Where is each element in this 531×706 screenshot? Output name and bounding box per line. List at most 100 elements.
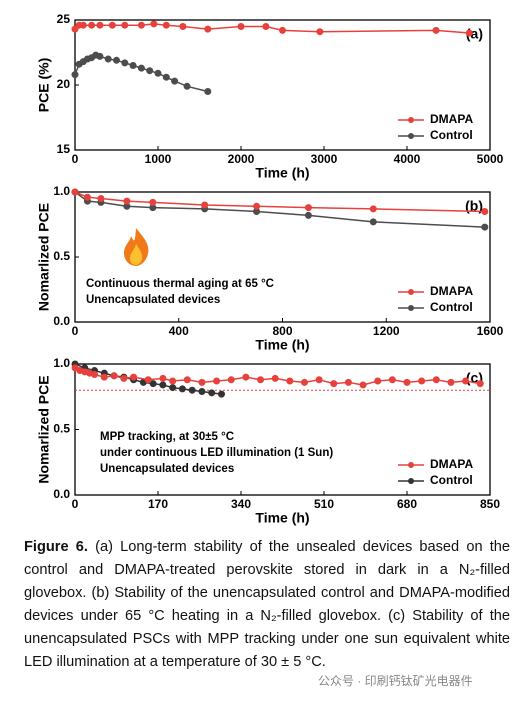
data-point xyxy=(242,373,250,381)
data-point xyxy=(198,388,206,396)
caption-text: (a) Long-term stability of the unsealed … xyxy=(24,539,511,670)
y-tick-label: 0.0 xyxy=(53,487,70,501)
data-point xyxy=(171,77,179,85)
legend-marker xyxy=(408,289,414,295)
data-point xyxy=(447,378,455,386)
series-line xyxy=(74,191,485,213)
data-point xyxy=(113,56,120,64)
data-point xyxy=(83,193,91,201)
y-axis-label: PCE (%) xyxy=(36,58,52,112)
data-point xyxy=(120,374,128,382)
data-point xyxy=(71,71,79,79)
data-point xyxy=(204,88,212,95)
x-tick-label: 1200 xyxy=(373,324,400,338)
y-tick-label: 25 xyxy=(57,12,71,26)
annotation: Continuous thermal aging at 65 °C xyxy=(86,278,274,290)
annotation: under continuous LED illumination (1 Sun… xyxy=(100,447,333,459)
data-point xyxy=(359,381,367,389)
data-point xyxy=(146,67,154,75)
watermark: 公众号 · 印刷钙钛矿光电器件 xyxy=(318,674,473,688)
data-point xyxy=(159,381,167,389)
data-point xyxy=(179,23,187,30)
data-point xyxy=(169,377,177,385)
data-point xyxy=(253,202,261,210)
data-point xyxy=(149,198,157,206)
data-point xyxy=(129,62,137,69)
data-point xyxy=(315,376,323,384)
x-tick-label: 2000 xyxy=(228,152,255,166)
legend-marker xyxy=(408,305,414,311)
y-axis-label: Nomarlized PCE xyxy=(36,203,52,311)
plot-frame xyxy=(74,19,491,151)
x-tick-label: 3000 xyxy=(311,152,338,166)
data-point xyxy=(198,378,206,386)
data-point xyxy=(183,82,191,90)
data-point xyxy=(144,376,152,384)
data-point xyxy=(369,205,377,213)
data-point xyxy=(108,21,116,29)
data-point xyxy=(208,389,216,397)
data-point xyxy=(279,26,286,34)
x-tick-label: 510 xyxy=(314,497,334,511)
data-point xyxy=(97,195,105,202)
data-point xyxy=(121,59,129,67)
data-point xyxy=(374,377,382,385)
data-point xyxy=(201,201,209,209)
flame-icon xyxy=(124,228,149,266)
data-point xyxy=(418,377,426,385)
y-tick-label: 1.0 xyxy=(53,184,70,198)
data-point xyxy=(71,25,79,33)
data-point xyxy=(96,21,104,29)
data-point xyxy=(481,223,489,231)
data-point xyxy=(476,380,484,388)
legend-marker xyxy=(408,133,414,139)
caption: Figure 6. (a) Long-term stability of the… xyxy=(24,536,510,674)
x-tick-label: 170 xyxy=(148,497,168,511)
data-point xyxy=(304,204,312,212)
data-point xyxy=(154,69,162,77)
legend-marker xyxy=(408,117,414,123)
legend-label: DMAPA xyxy=(430,112,473,126)
x-axis-label: Time (h) xyxy=(255,337,309,353)
x-tick-label: 1600 xyxy=(477,324,504,338)
data-point xyxy=(403,378,411,386)
data-point xyxy=(79,21,87,29)
x-tick-label: 5000 xyxy=(477,152,504,166)
data-point xyxy=(137,64,145,72)
x-axis-label: Time (h) xyxy=(255,510,309,526)
data-point xyxy=(91,370,99,378)
data-point xyxy=(369,218,377,226)
x-tick-label: 800 xyxy=(272,324,292,338)
data-point xyxy=(96,52,104,60)
data-point xyxy=(183,376,191,384)
data-point xyxy=(162,73,170,81)
y-tick-label: 1.0 xyxy=(53,356,70,370)
y-tick-label: 0.0 xyxy=(53,314,70,328)
data-point xyxy=(121,21,129,29)
data-point xyxy=(188,386,196,394)
data-point xyxy=(104,55,112,63)
data-point xyxy=(149,380,157,388)
data-point xyxy=(344,378,352,386)
data-point xyxy=(481,208,489,215)
y-tick-label: 15 xyxy=(57,142,71,156)
data-point xyxy=(465,29,473,37)
x-tick-label: 850 xyxy=(480,497,500,511)
data-point xyxy=(462,377,470,385)
series-line xyxy=(74,191,485,228)
legend-marker xyxy=(408,478,414,484)
x-tick-label: 0 xyxy=(72,324,79,338)
series-line xyxy=(74,23,470,34)
data-point xyxy=(130,373,138,381)
data-point xyxy=(316,28,324,36)
x-tick-label: 0 xyxy=(72,152,79,166)
data-point xyxy=(286,377,294,385)
x-tick-label: 400 xyxy=(169,324,189,338)
data-point xyxy=(71,188,79,196)
flame-inner xyxy=(130,244,143,265)
data-point xyxy=(300,378,308,386)
x-tick-label: 340 xyxy=(231,497,251,511)
data-point xyxy=(257,376,265,384)
legend-marker xyxy=(408,462,414,468)
